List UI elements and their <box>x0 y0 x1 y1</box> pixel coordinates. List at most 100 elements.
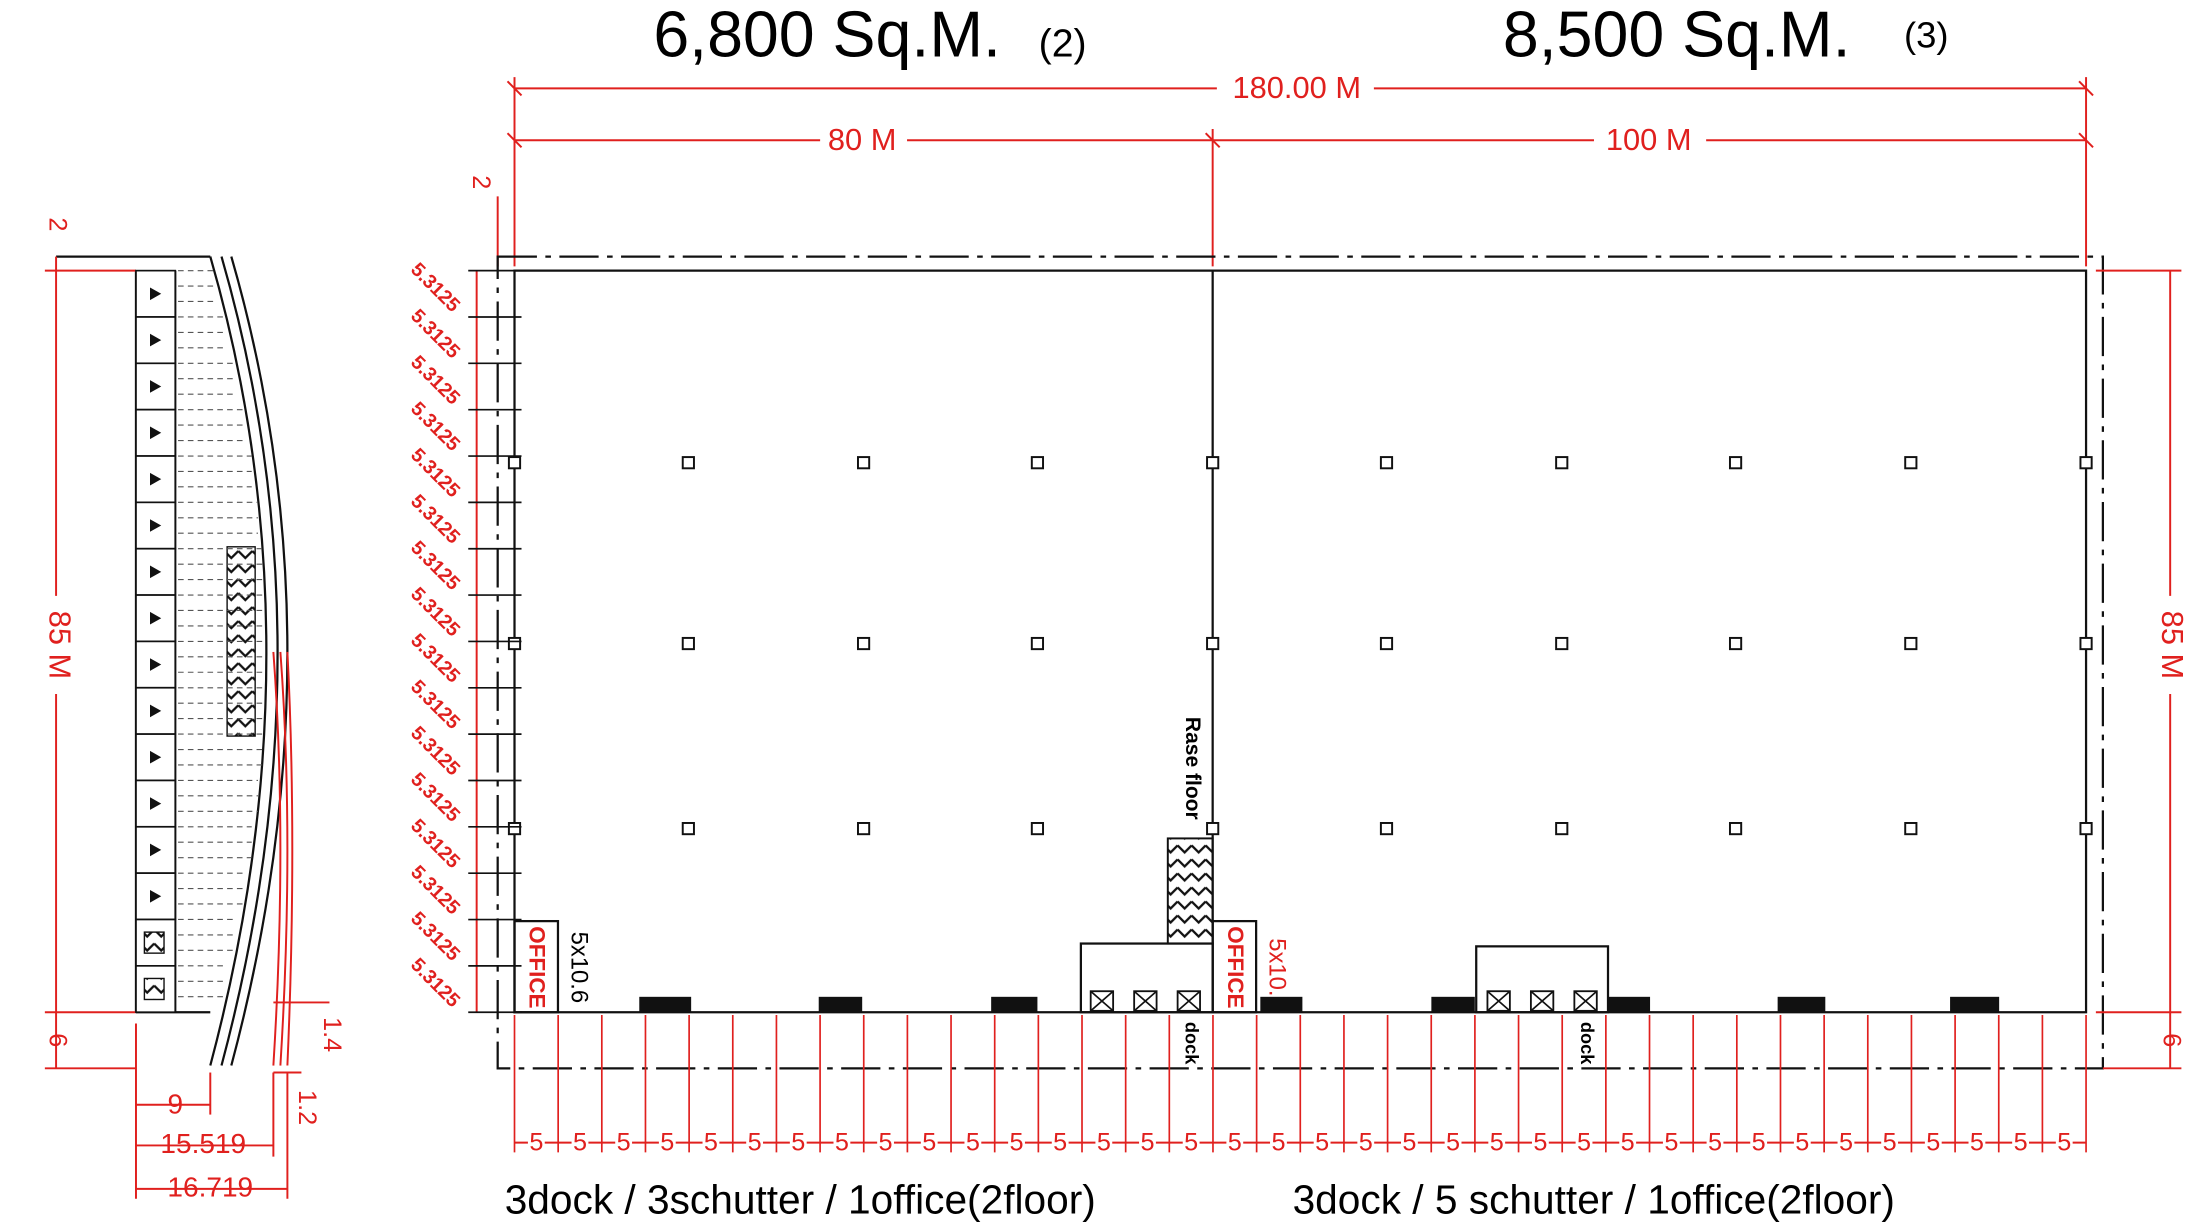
shutter-door <box>1260 996 1303 1013</box>
column <box>681 822 695 836</box>
column <box>1030 636 1045 651</box>
section-stair <box>143 931 165 954</box>
label-bg <box>527 1130 545 1156</box>
column <box>1206 822 1220 836</box>
area-caption: 3dock / 5 schutter / 1office(2floor) <box>1293 1177 1895 1223</box>
bay-dimension: 5 <box>1446 1129 1460 1157</box>
bay-dimension: 5 <box>748 1129 762 1157</box>
label-bg <box>658 1130 676 1156</box>
bay-dimension: 5 <box>573 1129 587 1157</box>
section-dimension: 15.519 <box>160 1128 246 1159</box>
label-bg <box>1837 1130 1855 1156</box>
label-bg <box>1226 1130 1244 1156</box>
column <box>1030 456 1045 470</box>
column <box>2079 822 2093 836</box>
bay-dimension: 5 <box>1140 1129 1154 1157</box>
label-bg <box>1051 1130 1069 1156</box>
label-bg <box>702 1130 720 1156</box>
section-dimension: 1.2 <box>293 1090 321 1125</box>
label-bg <box>1357 1130 1375 1156</box>
rase-floor <box>1166 837 1214 945</box>
section-dimension: 6 <box>43 1033 71 1047</box>
office-size: 5x10. <box>1263 938 1290 996</box>
label-bg <box>615 1130 633 1156</box>
bay-dimension: 5 <box>1926 1129 1940 1157</box>
shutter-door <box>1777 996 1826 1013</box>
shutter-door <box>1431 996 1475 1013</box>
section-arrow <box>150 611 162 625</box>
column <box>507 456 522 470</box>
bay-dimension: 5 <box>617 1129 631 1157</box>
label-bg <box>1488 1130 1506 1156</box>
bay-dimension: 5 <box>1184 1129 1198 1157</box>
bay-dimension: 5 <box>922 1129 936 1157</box>
column <box>1728 636 1743 651</box>
section-arrow <box>150 287 162 301</box>
section-arrow <box>150 750 162 764</box>
bay-dimension: 5 <box>2014 1129 2028 1157</box>
label-bg <box>1575 1130 1593 1156</box>
section-arrow <box>150 472 162 486</box>
bay-dimension: 5.3125 <box>406 815 464 873</box>
column <box>1030 822 1045 836</box>
label-bg <box>1444 1130 1462 1156</box>
building-wall <box>513 269 2088 1014</box>
section-dimension: 16.719 <box>167 1171 253 1202</box>
column <box>1904 636 1918 651</box>
label-bg <box>920 1130 938 1156</box>
column <box>1379 822 1394 836</box>
section-dimension: 9 <box>167 1089 183 1120</box>
bay-dimension: 5 <box>1839 1129 1853 1157</box>
label-bg <box>571 1130 589 1156</box>
bay-dimension: 5.3125 <box>406 583 464 641</box>
dimension-label: 6 <box>2158 1033 2186 1047</box>
right-dimensions <box>2095 269 2187 1070</box>
bay-dimension: 5.3125 <box>406 305 464 363</box>
bay-dimension: 5 <box>529 1129 543 1157</box>
section-arrow <box>150 704 162 718</box>
dock-leveller-cross <box>1573 990 1598 1012</box>
label-bg <box>1793 1130 1811 1156</box>
shutter-door <box>639 996 692 1013</box>
label-bg <box>1313 1130 1331 1156</box>
bay-dimension: 5 <box>1970 1129 1984 1157</box>
label-bg <box>746 1130 764 1156</box>
bay-dimension: 5 <box>1010 1129 1024 1157</box>
section-arrow <box>150 797 162 810</box>
bay-dimension: 5 <box>660 1129 674 1157</box>
label-bg <box>1401 1130 1418 1156</box>
label-bg <box>1270 1130 1287 1156</box>
dock-label: dock <box>1181 1022 1201 1065</box>
label-bg <box>2012 1130 2029 1156</box>
bay-dimension: 5 <box>879 1129 893 1157</box>
column <box>1904 456 1918 470</box>
column <box>856 822 871 836</box>
bay-dimension: 5 <box>835 1129 849 1157</box>
bay-dimension: 5 <box>1883 1129 1897 1157</box>
column <box>507 822 522 836</box>
label-bg <box>877 1130 894 1156</box>
bay-dimension: 5.3125 <box>406 908 464 966</box>
bay-dimension: 5.3125 <box>406 444 464 502</box>
bay-dimension: 5 <box>1228 1129 1242 1157</box>
office-size: 5x10.6 <box>565 932 592 1004</box>
column <box>2079 636 2093 651</box>
dock-leveller-cross <box>1530 990 1554 1012</box>
bay-dimension: 5 <box>1795 1129 1809 1157</box>
column <box>1206 456 1220 470</box>
bay-dimension: 5 <box>1271 1129 1285 1157</box>
column <box>1555 456 1569 470</box>
bay-dimension: 5 <box>1402 1129 1416 1157</box>
dimension-label: 180.00 M <box>1233 70 1362 105</box>
label-bg <box>1095 1130 1113 1156</box>
label-bg <box>1662 1130 1680 1156</box>
area-caption: 3dock / 3schutter / 1office(2floor) <box>505 1177 1096 1223</box>
section-arrow <box>150 843 162 857</box>
section-dimension: 1.4 <box>318 1017 346 1052</box>
column <box>1904 822 1918 836</box>
site-boundary <box>496 255 2105 1070</box>
dock <box>1079 942 1214 1014</box>
top-dimensions <box>496 72 2094 267</box>
bay-dimension: 5.3125 <box>406 722 464 780</box>
